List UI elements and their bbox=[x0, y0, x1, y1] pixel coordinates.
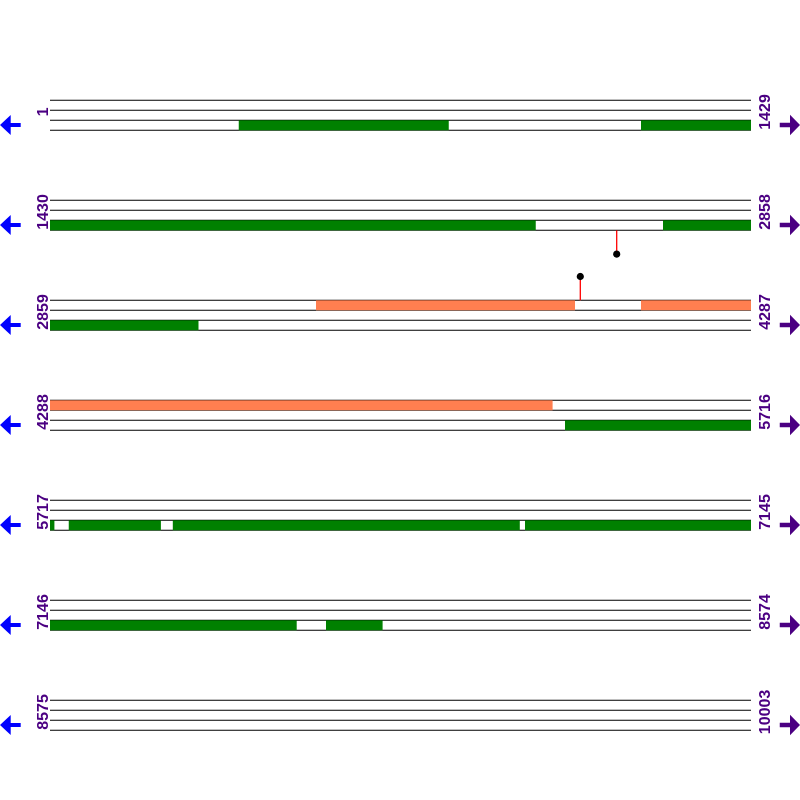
svg-text:1429: 1429 bbox=[757, 94, 774, 130]
svg-text:7145: 7145 bbox=[757, 494, 774, 530]
svg-text:10003: 10003 bbox=[757, 690, 774, 735]
svg-text:1430: 1430 bbox=[35, 194, 52, 230]
svg-text:2859: 2859 bbox=[35, 294, 52, 330]
svg-text:1: 1 bbox=[35, 107, 52, 116]
svg-text:2858: 2858 bbox=[757, 194, 774, 230]
svg-text:5717: 5717 bbox=[35, 494, 52, 530]
svg-text:5716: 5716 bbox=[757, 394, 774, 430]
svg-text:8574: 8574 bbox=[757, 594, 774, 630]
svg-text:7146: 7146 bbox=[35, 594, 52, 630]
svg-text:4287: 4287 bbox=[757, 294, 774, 330]
svg-text:8575: 8575 bbox=[35, 694, 52, 730]
svg-text:4288: 4288 bbox=[35, 394, 52, 430]
